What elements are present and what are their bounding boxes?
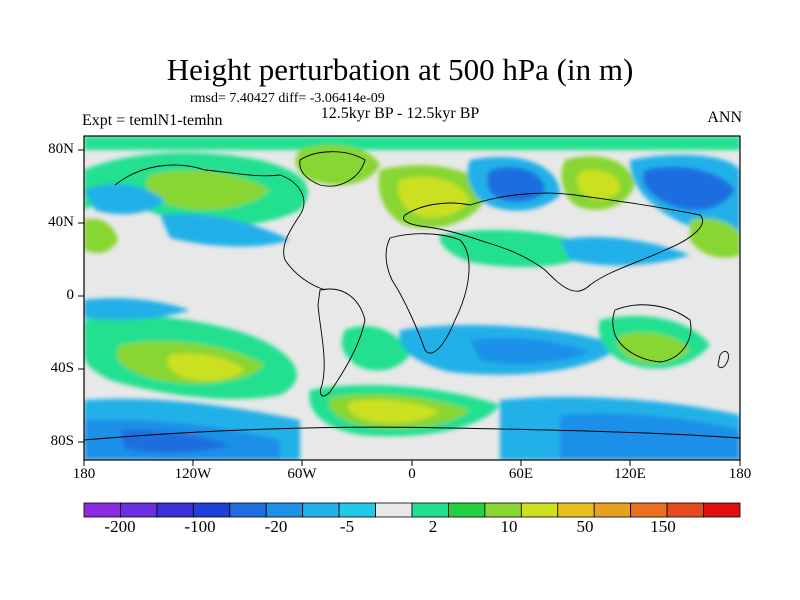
colorbar-swatch <box>302 502 340 518</box>
season-text: ANN <box>707 109 742 126</box>
colorbar-swatch <box>192 502 231 518</box>
coastlines <box>84 151 740 441</box>
colorbar-swatch <box>448 502 486 518</box>
axis-ticks <box>78 149 741 466</box>
colorbar-swatch <box>411 502 449 518</box>
lon-label: 180 <box>72 466 96 482</box>
colorbar-swatch <box>484 502 522 518</box>
experiment-text: Expt = temlN1-temhn <box>82 112 223 129</box>
lon-label: 0 <box>408 466 416 482</box>
colorbar-label: 50 <box>576 517 594 536</box>
colorbar-swatch <box>520 502 559 518</box>
colorbar-label: -20 <box>264 517 288 536</box>
colorbar-label: -100 <box>184 517 216 536</box>
colorbar-swatch <box>265 502 304 518</box>
lat-label: 40N <box>48 214 74 230</box>
colorbar-swatch <box>703 502 741 518</box>
colorbar-swatch <box>557 502 595 518</box>
colorbar-swatch <box>593 502 632 518</box>
colorbar-label: 150 <box>650 517 676 536</box>
plot-title: Height perturbation at 500 hPa (in m) <box>166 52 634 87</box>
lat-label: 40S <box>50 360 74 376</box>
colorbar-swatch <box>630 502 668 518</box>
colorbar-label: -200 <box>104 517 136 536</box>
lon-label: 60E <box>508 466 534 482</box>
colorbar-swatch <box>120 502 158 518</box>
lat-label: 80N <box>48 141 74 157</box>
colorbar-swatch <box>375 502 413 518</box>
colorbar-swatch <box>83 502 121 518</box>
lat-label: 80S <box>50 433 74 449</box>
lon-label: 120E <box>614 466 646 482</box>
colorbar-swatch <box>338 502 376 518</box>
colorbar-swatch <box>229 502 267 518</box>
lon-label: 120W <box>174 466 212 482</box>
colorbar-swatch <box>666 502 704 518</box>
colorbar-label: -5 <box>339 517 355 536</box>
colorbar-label: 2 <box>428 517 438 536</box>
stats-text: rmsd= 7.40427 diff= -3.06414e-09 <box>190 91 385 106</box>
lon-label: 180 <box>728 466 752 482</box>
lon-label: 60W <box>287 466 317 482</box>
period-text: 12.5kyr BP - 12.5kyr BP <box>320 105 480 122</box>
colorbar-swatch <box>156 502 194 518</box>
colorbar-label: 10 <box>500 517 518 536</box>
height-field <box>84 136 740 460</box>
lat-label: 0 <box>66 287 75 303</box>
